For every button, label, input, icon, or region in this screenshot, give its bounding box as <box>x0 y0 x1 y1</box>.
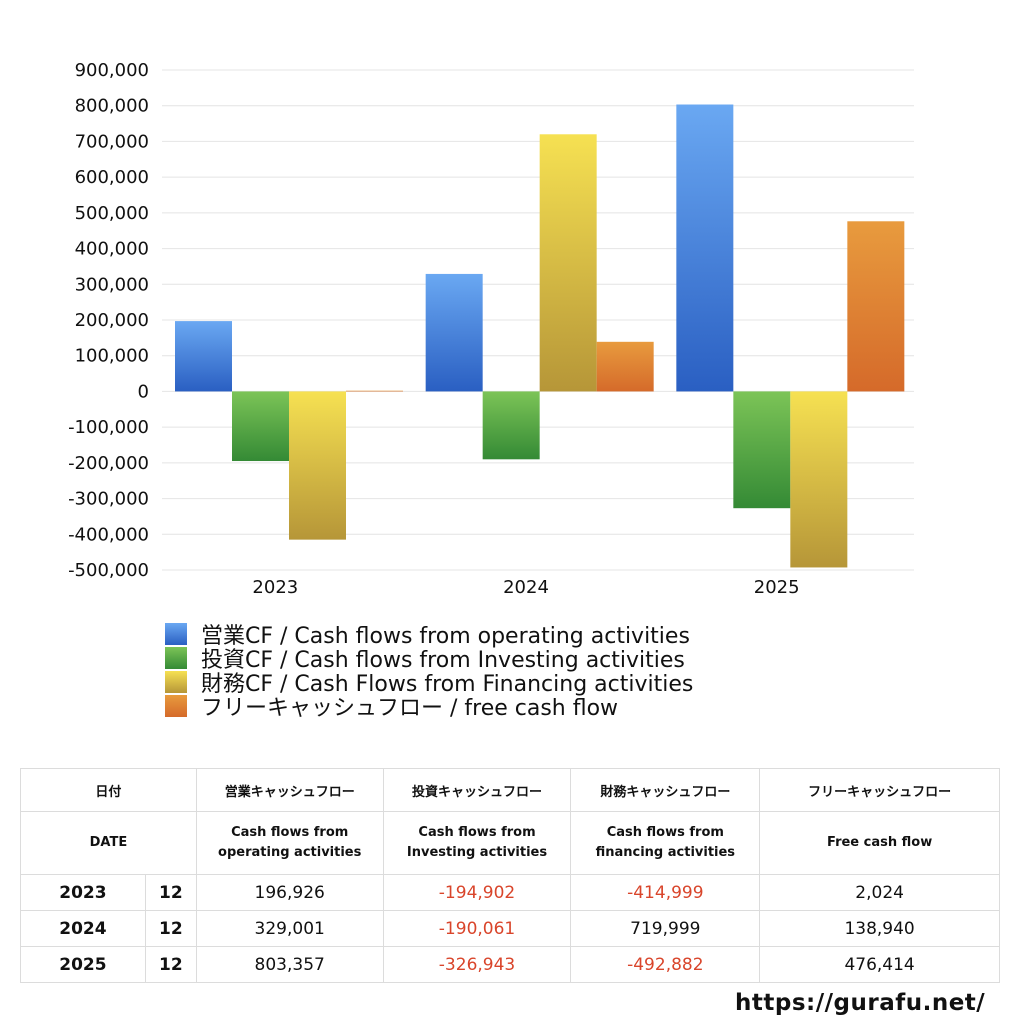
x-tick-label: 2024 <box>503 577 549 598</box>
x-tick-label: 2025 <box>754 577 800 598</box>
bar-financing-2024 <box>539 134 597 392</box>
y-tick-label: 100,000 <box>75 346 149 367</box>
legend-label-free: フリーキャッシュフロー / free cash flow <box>201 696 619 721</box>
header-operating-en: Cash flows from operating activities <box>195 811 384 875</box>
cell-financing: 719,999 <box>570 910 761 947</box>
cash-flow-bar-chart: 900,000 800,000 700,000 600,000 500,000 400,0… <box>68 60 914 598</box>
bar-investing-2025 <box>733 391 791 509</box>
cell-year: 2024 <box>20 910 146 947</box>
table-header-jp: 日付 営業キャッシュフロー 投資キャッシュフロー 財務キャッシュフロー フリーキ… <box>20 768 1000 812</box>
header-investing-en-line1: Cash flows from <box>418 825 536 840</box>
table-header-en: DATE Cash flows from operating activitie… <box>20 811 1000 875</box>
bars <box>175 104 905 568</box>
bar-investing-2024 <box>482 391 540 460</box>
y-tick-label: 500,000 <box>75 203 149 224</box>
cell-financing: -414,999 <box>570 874 761 911</box>
y-tick-label: -200,000 <box>68 453 149 474</box>
bar-free-2023 <box>346 390 403 392</box>
cell-free: 138,940 <box>759 910 1000 947</box>
bar-free-2024 <box>596 341 654 392</box>
cell-free: 2,024 <box>759 874 1000 911</box>
cell-operating: 803,357 <box>195 946 384 983</box>
legend-item-operating: 営業CF / Cash flows from operating activit… <box>165 622 693 649</box>
header-operating-en-line1: Cash flows from <box>231 825 349 840</box>
bar-operating-2025 <box>676 104 734 392</box>
y-tick-label: 600,000 <box>75 167 149 188</box>
bar-operating-2024 <box>425 273 483 392</box>
table-row: 2023 12 196,926 -194,902 -414,999 2,024 <box>20 874 1000 911</box>
cell-operating: 329,001 <box>195 910 384 947</box>
site-url: https://gurafu.net/ <box>735 990 986 1016</box>
legend-label-investing: 投資CF / Cash flows from Investing activit… <box>201 648 685 673</box>
bar-financing-2023 <box>289 391 346 540</box>
cell-month: 12 <box>144 946 197 983</box>
legend-swatch-investing <box>165 647 187 669</box>
cell-month: 12 <box>144 910 197 947</box>
header-financing-jp: 財務キャッシュフロー <box>570 768 761 812</box>
header-free-en: Free cash flow <box>759 811 1000 875</box>
header-free-jp: フリーキャッシュフロー <box>759 768 1000 812</box>
y-tick-label: 900,000 <box>75 60 149 81</box>
y-tick-label: 0 <box>138 381 149 402</box>
cell-investing: -190,061 <box>382 910 572 947</box>
header-operating-jp: 営業キャッシュフロー <box>195 768 384 812</box>
legend-item-free: フリーキャッシュフロー / free cash flow <box>165 694 693 721</box>
header-operating-en-line2: operating activities <box>218 845 362 860</box>
y-tick-label: 200,000 <box>75 310 149 331</box>
bar-investing-2023 <box>232 391 289 462</box>
header-investing-jp: 投資キャッシュフロー <box>382 768 572 812</box>
cell-year: 2025 <box>20 946 146 983</box>
y-tick-label: -300,000 <box>68 489 149 510</box>
legend-swatch-free <box>165 695 187 717</box>
cell-investing: -194,902 <box>382 874 572 911</box>
header-date-en: DATE <box>20 811 197 875</box>
legend-label-operating: 営業CF / Cash flows from operating activit… <box>201 624 690 649</box>
x-tick-label: 2023 <box>252 577 298 598</box>
legend-label-financing: 財務CF / Cash Flows from Financing activit… <box>201 672 694 697</box>
cell-investing: -326,943 <box>382 946 572 983</box>
header-financing-en-line1: Cash flows from <box>606 825 724 840</box>
header-financing-en-line2: financing activities <box>595 845 736 860</box>
header-investing-en-line2: Investing activities <box>406 845 548 860</box>
table-row: 2024 12 329,001 -190,061 719,999 138,940 <box>20 910 1000 947</box>
cell-operating: 196,926 <box>195 874 384 911</box>
legend-swatch-operating <box>165 623 187 645</box>
y-tick-label: -100,000 <box>68 417 149 438</box>
bar-operating-2023 <box>175 321 232 392</box>
bar-free-2025 <box>847 221 905 392</box>
legend-item-financing: 財務CF / Cash Flows from Financing activit… <box>165 670 693 697</box>
bar-financing-2025 <box>790 391 848 568</box>
header-date-jp: 日付 <box>20 768 197 812</box>
x-axis-ticks: 2023 2024 2025 <box>252 577 799 598</box>
y-tick-label: 700,000 <box>75 131 149 152</box>
cell-free: 476,414 <box>759 946 1000 983</box>
y-axis-ticks: 900,000 800,000 700,000 600,000 500,000 400,0… <box>68 60 149 581</box>
y-tick-label: 400,000 <box>75 239 149 260</box>
header-investing-en: Cash flows from Investing activities <box>382 811 572 875</box>
cell-financing: -492,882 <box>570 946 761 983</box>
table-row: 2025 12 803,357 -326,943 -492,882 476,41… <box>20 946 1000 983</box>
y-tick-label: 800,000 <box>75 96 149 117</box>
legend-swatch-financing <box>165 671 187 693</box>
cash-flow-table: 日付 営業キャッシュフロー 投資キャッシュフロー 財務キャッシュフロー フリーキ… <box>20 768 1000 983</box>
y-tick-label: -400,000 <box>68 524 149 545</box>
cell-month: 12 <box>144 874 197 911</box>
legend: 営業CF / Cash flows from operating activit… <box>165 622 693 721</box>
header-financing-en: Cash flows from financing activities <box>570 811 761 875</box>
y-tick-label: 300,000 <box>75 274 149 295</box>
cell-year: 2023 <box>20 874 146 911</box>
legend-item-investing: 投資CF / Cash flows from Investing activit… <box>165 646 693 673</box>
y-tick-label: -500,000 <box>68 560 149 581</box>
